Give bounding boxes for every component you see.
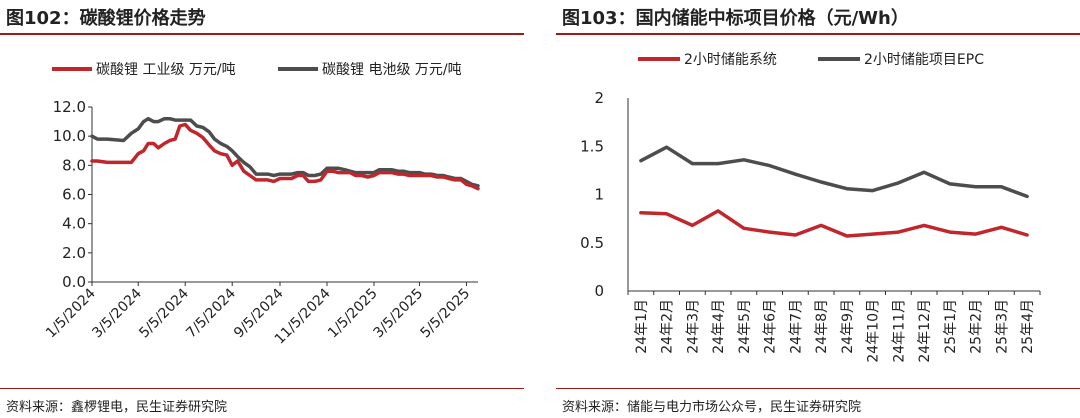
- x-tick-label: 24年11月: [891, 299, 907, 363]
- x-tick-label: 25年3月: [994, 299, 1010, 354]
- x-tick-label: 5/5/2024: [136, 285, 192, 341]
- x-tick-label: 3/5/2025: [370, 286, 426, 342]
- y-tick-label: 0.5: [580, 234, 604, 252]
- left-title-rule: [0, 33, 524, 35]
- x-tick-label: 24年5月: [737, 299, 753, 354]
- x-tick-label: 24年3月: [685, 299, 701, 354]
- right-chart-source: 资料来源：储能与电力市场公众号，民生证券研究院: [562, 400, 862, 415]
- x-tick-label: 24年1月: [634, 299, 650, 354]
- y-tick-label: 12.0: [53, 98, 86, 116]
- x-tick-label: 24年8月: [814, 299, 830, 354]
- legend-label-battery: 碳酸锂 电池级 万元/吨: [322, 62, 462, 78]
- right-chart-title: 图103：国内储能中标项目价格（元/Wh）: [562, 8, 909, 29]
- x-tick-label: 24年2月: [660, 299, 676, 354]
- x-tick-label: 25年1月: [943, 299, 959, 354]
- right-chart-panel: 图103：国内储能中标项目价格（元/Wh） 0 0.5 1 1.5 2 24年1月 24年2…: [556, 0, 1080, 418]
- storage-bid-price-chart: 0 0.5 1 1.5 2 24年1月 24年2月 24年3月 24年4月 24年5月 24年6月 2…: [580, 52, 1041, 363]
- x-tick-label: 5/5/2025: [417, 286, 473, 342]
- right-source-rule: [556, 388, 1080, 389]
- left-chart-panel: 图102：碳酸锂价格走势 0.0 2.0 4.0 6.0 8.0 10.0 12.0 1/5/…: [0, 0, 524, 418]
- legend-label-system: 2小时储能系统: [684, 52, 777, 68]
- x-tick-label: 24年12月: [917, 299, 933, 363]
- x-tick-label: 1/5/2024: [43, 285, 99, 341]
- y-tick-label: 2: [594, 89, 604, 107]
- y-tick-label: 0: [594, 282, 604, 300]
- x-tick-label: 24年4月: [711, 299, 727, 354]
- y-tick-label: 6.0: [62, 186, 86, 204]
- legend-label-industrial: 碳酸锂 工业级 万元/吨: [96, 62, 236, 78]
- left-chart-title: 图102：碳酸锂价格走势: [6, 8, 206, 29]
- x-tick-label: 25年2月: [969, 299, 985, 354]
- series-line-system: [639, 209, 1029, 238]
- x-tick-label: 7/5/2024: [183, 285, 239, 341]
- lithium-carbonate-price-chart: 0.02.04.06.08.010.012.01/5/20243/5/20245…: [43, 62, 480, 348]
- x-tick-label: 24年7月: [788, 299, 804, 354]
- series-line-industrial: [90, 122, 480, 191]
- y-tick-label: 1: [594, 186, 604, 204]
- y-tick-label: 2.0: [62, 244, 86, 262]
- x-tick-label: 25年4月: [1020, 299, 1036, 354]
- y-tick-label: 0.0: [62, 273, 86, 291]
- right-title-rule: [556, 33, 1080, 35]
- x-tick-label: 3/5/2024: [89, 285, 145, 341]
- y-tick-label: 1.5: [580, 137, 604, 155]
- y-tick-label: 4.0: [62, 215, 86, 233]
- x-tick-label: 24年6月: [763, 299, 779, 354]
- x-tick-label: 24年10月: [866, 299, 882, 363]
- series-line-epc: [639, 145, 1029, 199]
- left-source-rule: [0, 388, 524, 389]
- x-tick-label: 24年9月: [840, 299, 856, 354]
- series-line-battery: [90, 116, 480, 188]
- y-tick-label: 10.0: [53, 127, 86, 145]
- legend-label-epc: 2小时储能项目EPC: [864, 52, 984, 68]
- left-chart-source: 资料来源：鑫椤锂电，民生证券研究院: [6, 400, 228, 415]
- y-tick-label: 8.0: [62, 156, 86, 174]
